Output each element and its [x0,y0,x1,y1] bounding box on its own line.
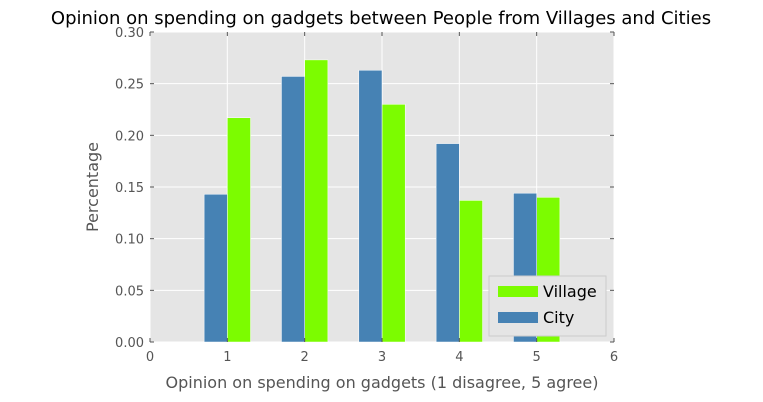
bar-city [203,193,228,343]
y-tick-label: 0.05 [115,284,144,299]
y-tick-label: 0.00 [115,336,144,351]
legend-label-city: City [543,308,574,327]
chart-title: Opinion on spending on gadgets between P… [51,8,711,29]
bar-village [304,59,329,343]
x-axis-label: Opinion on spending on gadgets (1 disagr… [166,373,599,392]
bar-city [358,69,383,343]
x-tick-label: 1 [223,350,231,365]
x-tick-label: 0 [146,350,154,365]
x-tick-label: 3 [378,350,386,365]
x-tick-label: 6 [610,350,618,365]
y-axis-label: Percentage [83,142,102,232]
bar-city [281,76,305,343]
ticks: 0 1 2 3 4 5 6 0.00 0.05 0.10 0.15 0.20 0.25 0.30 [115,26,618,365]
bar-village [381,104,406,343]
legend-swatch-city [498,312,538,323]
y-tick-label: 0.20 [115,129,144,144]
x-tick-label: 5 [533,350,541,365]
legend-swatch-village [498,286,538,297]
bar-village [227,117,251,343]
bar-village [459,200,483,343]
x-tick-label: 4 [455,350,463,365]
y-tick-label: 0.30 [115,26,144,41]
y-tick-label: 0.25 [115,78,144,93]
legend: Village City [488,275,607,337]
bar-city [435,143,460,343]
y-tick-label: 0.15 [115,181,144,196]
legend-label-village: Village [543,282,597,301]
y-tick-label: 0.10 [115,233,144,248]
x-tick-label: 2 [301,350,309,365]
